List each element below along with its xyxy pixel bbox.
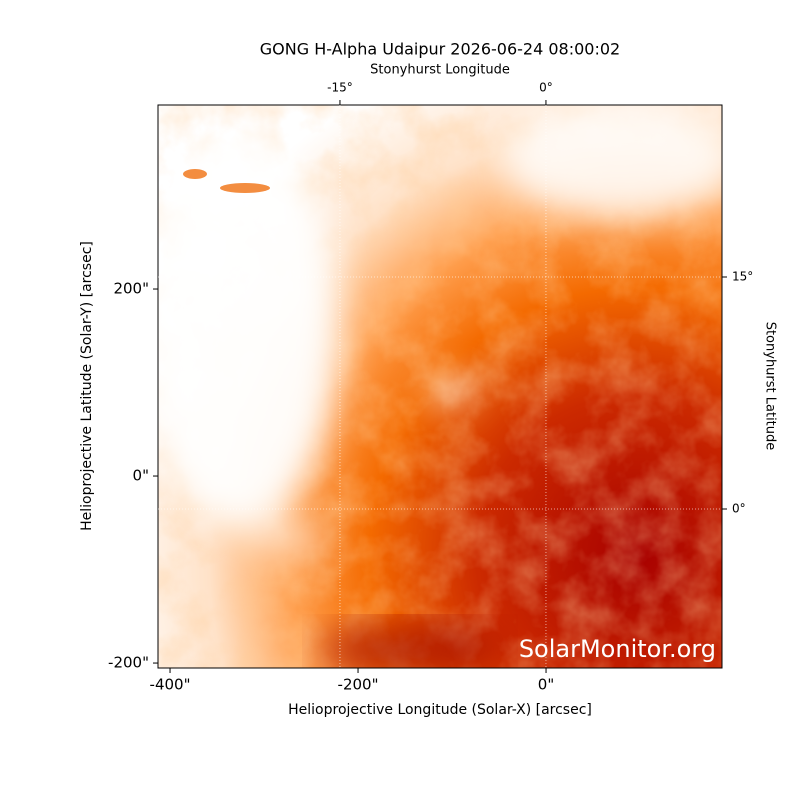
chart-title: GONG H-Alpha Udaipur 2026-06-24 08:00:02 bbox=[260, 40, 620, 59]
y-tick-label: 200" bbox=[113, 280, 149, 298]
y-tick-label: 0" bbox=[133, 467, 149, 485]
solar-image bbox=[158, 105, 722, 668]
x2-tick-label: -15° bbox=[327, 81, 353, 95]
x-tick-label: 0" bbox=[538, 676, 554, 694]
y-axis-label: Helioprojective Latitude (Solar-Y) [arcs… bbox=[79, 241, 95, 531]
y2-tick-label: 15° bbox=[732, 269, 753, 283]
x-tick-label: -200" bbox=[338, 676, 379, 694]
y-tick-label: -200" bbox=[108, 654, 149, 672]
y2-axis-label: Stonyhurst Latitude bbox=[763, 322, 778, 451]
frame bbox=[157, 104, 723, 669]
watermark: SolarMonitor.org bbox=[519, 635, 716, 663]
x-axis-label: Helioprojective Longitude (Solar-X) [arc… bbox=[288, 702, 592, 718]
x-tick-label: -400" bbox=[150, 676, 191, 694]
x2-axis-label: Stonyhurst Longitude bbox=[370, 63, 510, 78]
x2-tick-label: 0° bbox=[539, 81, 553, 95]
y2-tick-label: 0° bbox=[732, 501, 746, 515]
